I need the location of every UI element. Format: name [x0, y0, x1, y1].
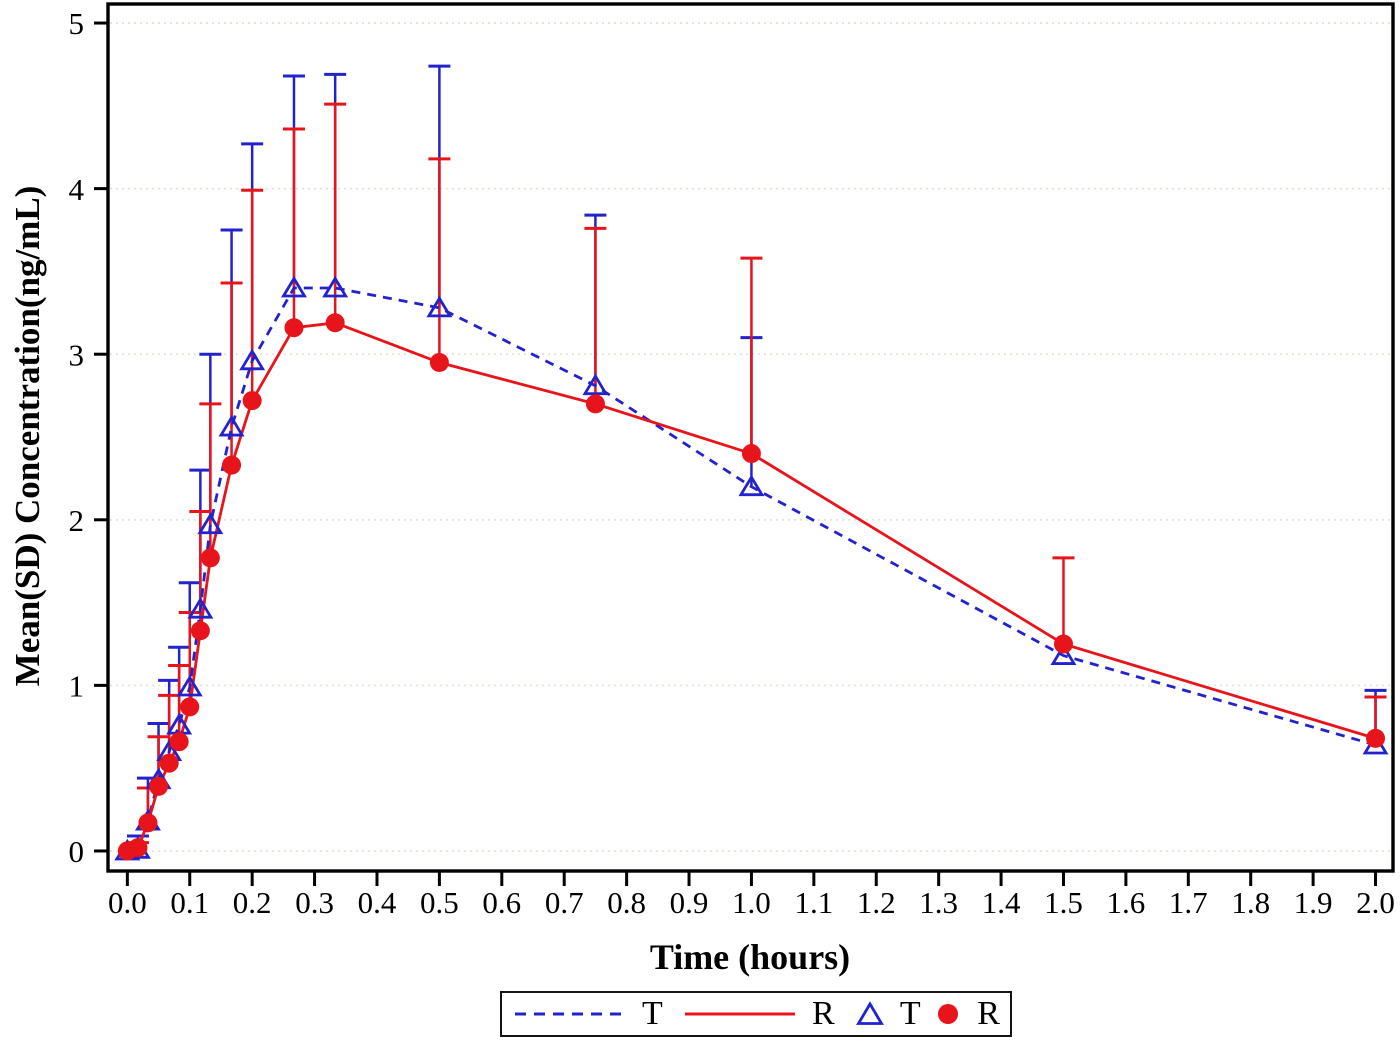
marker-circle-R	[222, 455, 242, 475]
marker-triangle-T	[197, 512, 224, 535]
x-tick-label: 1.9	[1294, 885, 1333, 920]
marker-circle-R	[242, 391, 262, 411]
x-tick-label: 0.7	[545, 885, 584, 920]
y-tick-label: 2	[69, 503, 85, 538]
filled-circle-swatch-icon	[938, 1004, 959, 1024]
legend-item-t-line: T	[514, 997, 663, 1031]
marker-triangle-T	[582, 373, 609, 396]
dashed-line-swatch-icon	[515, 1012, 625, 1016]
marker-circle-R	[325, 313, 345, 333]
x-tick-label: 2.0	[1356, 885, 1395, 920]
x-tick-label: 1.8	[1231, 885, 1270, 920]
x-tick-label: 0.3	[295, 885, 334, 920]
legend-label: T	[642, 995, 663, 1032]
legend-item-r-line: R	[684, 997, 835, 1031]
x-tick-label: 0.1	[170, 885, 209, 920]
x-tick-label: 0.2	[233, 885, 272, 920]
marker-circle-R	[741, 444, 761, 464]
marker-circle-R	[149, 776, 169, 796]
legend-box: T R T R	[500, 991, 1012, 1037]
legend-item-t-marker: T	[855, 995, 921, 1032]
x-tick-label: 0.9	[670, 885, 709, 920]
open-triangle-swatch-icon	[855, 1001, 884, 1025]
x-tick-label: 1.7	[1169, 885, 1208, 920]
y-tick-label: 0	[69, 834, 85, 869]
x-tick-label: 1.0	[732, 885, 771, 920]
marker-circle-R	[138, 813, 158, 833]
x-tick-label: 1.1	[794, 885, 833, 920]
marker-triangle-T	[1050, 643, 1077, 665]
x-tick-label: 1.3	[919, 885, 958, 920]
marker-triangle-T	[176, 674, 203, 697]
y-tick-label: 3	[69, 337, 85, 372]
legend-label: T	[899, 995, 921, 1032]
marker-circle-R	[200, 548, 220, 568]
marker-triangle-T	[187, 596, 214, 619]
y-tick-label: 4	[69, 172, 85, 207]
x-tick-label: 0.5	[420, 885, 459, 920]
marker-circle-R	[585, 394, 605, 414]
x-tick-label: 0.8	[607, 885, 646, 920]
y-tick-label: 5	[69, 6, 85, 41]
x-tick-label: 0.6	[482, 885, 521, 920]
marker-circle-R	[429, 352, 449, 372]
marker-circle-R	[284, 318, 304, 338]
legend-label: R	[811, 995, 835, 1032]
x-tick-label: 1.2	[857, 885, 896, 920]
marker-circle-R	[180, 697, 200, 717]
x-tick-label: 0.0	[108, 885, 147, 920]
marker-circle-R	[1053, 634, 1073, 654]
marker-triangle-T	[218, 414, 245, 437]
marker-circle-R	[190, 621, 210, 641]
marker-circle-R	[169, 732, 189, 752]
solid-line-swatch-icon	[684, 1012, 795, 1016]
plot-frame	[106, 2, 1395, 873]
x-axis-title: Time (hours)	[649, 937, 851, 977]
marker-triangle-T	[738, 474, 765, 497]
y-tick-label: 1	[69, 669, 85, 704]
x-tick-label: 1.6	[1107, 885, 1146, 920]
x-tick-label: 0.4	[358, 885, 397, 920]
marker-triangle-T	[281, 275, 307, 298]
y-axis-title: Mean(SD) Concentration(ng/mL)	[8, 185, 47, 687]
series-line-T	[127, 286, 1376, 853]
marker-triangle-T	[322, 275, 349, 298]
legend-label: R	[977, 995, 1000, 1032]
legend-item-r-marker: R	[935, 997, 1000, 1031]
marker-circle-R	[1366, 728, 1386, 748]
marker-circle-R	[159, 753, 179, 773]
marker-triangle-T	[426, 295, 453, 318]
x-tick-label: 1.5	[1044, 885, 1083, 920]
marker-circle-R	[128, 838, 148, 858]
marker-triangle-T	[239, 348, 266, 371]
x-tick-label: 1.4	[982, 885, 1021, 920]
